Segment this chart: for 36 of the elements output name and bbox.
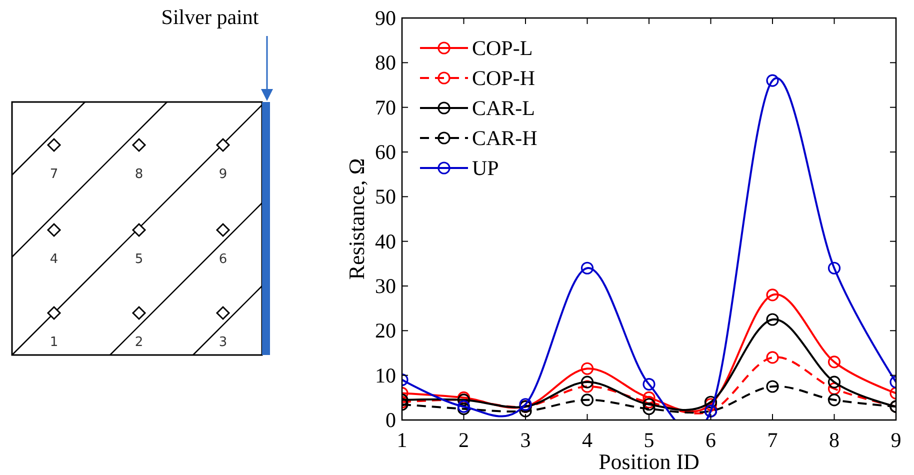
text: Silver paint: [161, 5, 259, 29]
legend-label: COP-H: [472, 66, 536, 90]
y-tick-label: 40: [375, 229, 396, 254]
text: 2: [134, 335, 144, 350]
y-tick-label: 10: [375, 363, 396, 388]
text: 3: [218, 335, 228, 350]
x-tick-label: 9: [890, 428, 902, 452]
legend-label: UP: [472, 156, 499, 180]
y-tick-label: 80: [375, 50, 396, 75]
text: 9: [218, 167, 228, 182]
x-tick-label: 8: [829, 428, 840, 452]
text: 4: [50, 252, 58, 267]
y-tick-label: 90: [375, 6, 396, 30]
y-tick-label: 0: [386, 408, 396, 432]
text: 8: [134, 167, 144, 182]
text: 7: [50, 167, 58, 182]
text: 6: [218, 252, 228, 267]
x-tick-label: 7: [767, 428, 778, 452]
x-tick-label: 3: [520, 428, 531, 452]
x-tick-label: 5: [644, 428, 654, 452]
y-tick-label: 60: [375, 140, 396, 164]
y-axis-title: Resistance, Ω: [344, 158, 369, 280]
y-tick-label: 30: [375, 274, 396, 298]
x-tick-label: 2: [458, 428, 469, 452]
y-tick-label: 50: [375, 184, 396, 209]
legend-label: CAR-H: [472, 126, 538, 150]
x-tick-label: 1: [396, 428, 408, 452]
legend-label: COP-L: [472, 36, 533, 60]
text: 1: [50, 335, 58, 350]
y-tick-label: 20: [375, 318, 396, 343]
y-tick-label: 70: [375, 95, 396, 120]
x-tick-label: 6: [706, 428, 716, 452]
x-axis-title: Position ID: [598, 449, 700, 474]
legend-label: CAR-L: [472, 96, 535, 120]
x-tick-label: 4: [582, 428, 593, 452]
text: 5: [134, 252, 144, 267]
